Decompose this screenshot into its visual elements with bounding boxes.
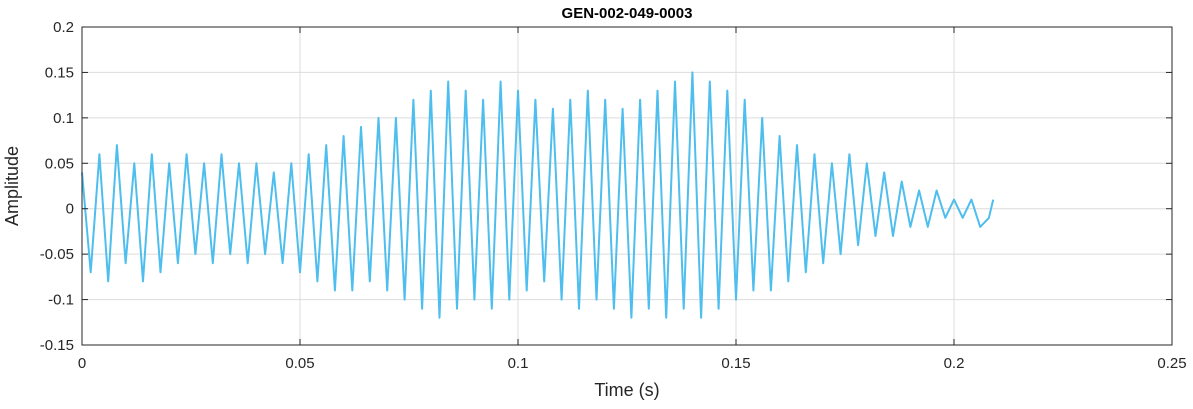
- y-tick-labels: -0.15 -0.1 -0.05 0 0.05 0.1 0.15 0.2: [40, 19, 74, 354]
- chart-title: GEN-002-049-0003: [562, 5, 693, 22]
- y-tick-label: 0.1: [53, 110, 74, 127]
- y-tick-label: -0.05: [40, 246, 74, 263]
- y-tick-label: -0.15: [40, 337, 74, 354]
- y-tick-label: 0: [66, 201, 74, 218]
- plot-frame: [81, 26, 1173, 346]
- x-tick-label: 0.05: [285, 355, 314, 372]
- x-tick-label: 0: [78, 355, 86, 372]
- x-tick-label: 0.15: [721, 355, 750, 372]
- x-tick-labels: 0 0.05 0.1 0.15 0.2 0.25: [78, 355, 1187, 372]
- x-tick-label: 0.2: [944, 355, 965, 372]
- y-tick-label: -0.1: [48, 292, 74, 309]
- x-tick-label: 0.1: [508, 355, 529, 372]
- y-tick-label: 0.05: [45, 155, 74, 172]
- series-line: [81, 71, 995, 319]
- x-tick-label: 0.25: [1157, 355, 1186, 372]
- axis-ticks: [81, 26, 1173, 346]
- y-tick-label: 0.2: [53, 19, 74, 36]
- x-axis-label: Time (s): [594, 380, 659, 400]
- y-axis-label: Amplitude: [2, 146, 22, 226]
- y-tick-label: 0.15: [45, 64, 74, 81]
- plot-area: [82, 27, 1172, 345]
